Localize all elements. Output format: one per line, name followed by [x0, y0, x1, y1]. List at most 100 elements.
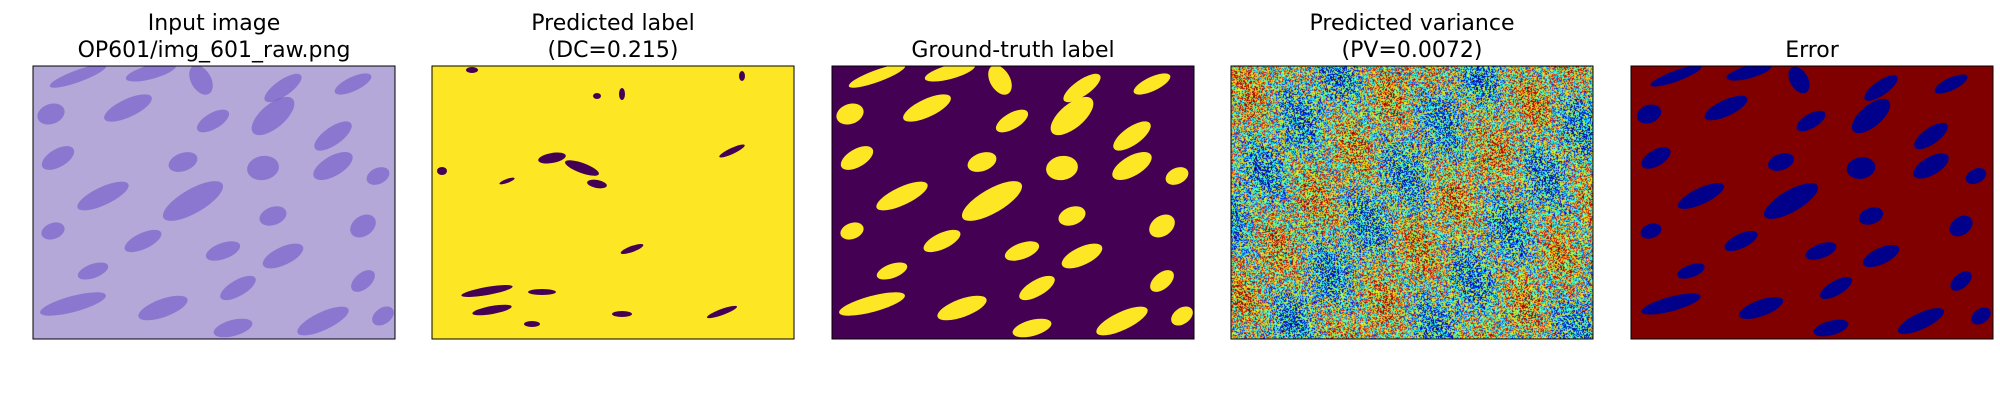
mask-region: [924, 66, 976, 82]
mask-region: [1864, 75, 1898, 101]
mask-region: [1820, 277, 1852, 299]
panel-predicted: Predicted label (DC=0.215): [431, 11, 795, 340]
input-image-frame: [32, 65, 396, 340]
mask-region: [1934, 74, 1968, 94]
mask-region: [461, 285, 513, 297]
ground-truth-frame: [831, 65, 1195, 340]
nucleus: [213, 318, 253, 338]
mask-region: [1019, 275, 1055, 301]
nucleus: [334, 73, 372, 95]
nucleus: [205, 241, 241, 261]
mask-region: [1971, 307, 1991, 325]
predicted-mask-background: [432, 66, 794, 339]
mask-region: [1641, 147, 1671, 169]
mask-region: [848, 66, 906, 88]
nucleus: [124, 229, 162, 253]
mask-region: [937, 295, 987, 321]
mask-region: [1113, 121, 1151, 151]
variance-map-container: [1231, 66, 1593, 339]
mask-region: [876, 262, 908, 280]
mask-region: [466, 67, 478, 73]
mask-region: [1650, 66, 1702, 87]
mask-region: [1050, 96, 1094, 136]
mask-region: [1677, 263, 1705, 279]
mask-region: [437, 167, 447, 175]
nucleus: [314, 121, 352, 151]
mask-region: [1096, 306, 1148, 336]
mask-region: [1149, 214, 1175, 238]
mask-region: [612, 311, 632, 317]
mask-region: [988, 66, 1012, 95]
nucleus: [351, 270, 375, 292]
mask-region: [1846, 157, 1876, 179]
mask-region: [995, 109, 1029, 133]
panel-title-line2: (DC=0.215): [548, 38, 679, 63]
mask-region: [538, 152, 566, 164]
mask-region: [593, 93, 601, 99]
variance-map-frame: [1230, 65, 1594, 340]
mask-region: [1112, 152, 1152, 180]
mask-region: [1165, 167, 1189, 185]
mask-region: [1640, 223, 1662, 239]
mask-region: [1726, 66, 1772, 81]
mask-region: [967, 152, 997, 172]
mask-region: [1763, 183, 1819, 219]
panel-error: Error: [1630, 38, 1994, 340]
mask-region: [1788, 66, 1810, 94]
mask-region: [1063, 73, 1101, 103]
mask-region: [903, 94, 951, 122]
nucleus: [251, 96, 295, 136]
mask-region: [1133, 73, 1171, 95]
mask-region: [1805, 242, 1837, 260]
mask-region: [1677, 183, 1725, 209]
predicted-mask-frame: [431, 65, 795, 340]
nucleus: [37, 103, 65, 125]
mask-region: [1636, 104, 1662, 124]
nucleus: [196, 109, 230, 133]
mask-region: [1851, 98, 1891, 134]
mask-region: [1949, 215, 1973, 237]
nucleus: [313, 152, 353, 180]
nucleus: [259, 206, 287, 226]
mask-region: [840, 146, 874, 170]
mask-region: [564, 160, 600, 176]
mask-region: [1913, 153, 1949, 179]
panel-ground-truth: Ground-truth label: [831, 38, 1195, 340]
mask-region: [1858, 207, 1884, 225]
mask-region: [472, 304, 512, 316]
error-mask-layer: [1636, 66, 1991, 337]
mask-region: [1061, 243, 1103, 269]
mask-region: [499, 177, 515, 185]
panel-title-line2: Ground-truth label: [911, 38, 1114, 63]
panel-title-line2: Error: [1785, 38, 1840, 63]
panel-title-line1: Predicted label: [531, 11, 694, 36]
predicted-mask-layer: [437, 67, 745, 327]
nucleus: [264, 73, 302, 103]
panel-input: Input image OP601/img_601_raw.png: [32, 11, 396, 340]
panel-title-line2: (PV=0.0072): [1342, 38, 1483, 63]
mask-region: [719, 144, 745, 158]
mask-region: [706, 305, 738, 319]
nucleus: [262, 243, 304, 269]
nucleus: [162, 181, 224, 221]
nucleus: [125, 66, 177, 82]
nucleus: [372, 306, 394, 326]
panel-title-line1: Input image: [148, 11, 280, 36]
mask-region: [1150, 270, 1174, 292]
mask-region: [1796, 110, 1826, 132]
input-nuclei-layer: [37, 66, 394, 338]
nucleus: [77, 262, 109, 280]
nucleus: [40, 292, 106, 316]
nucleus: [49, 66, 107, 88]
nucleus: [247, 155, 279, 181]
nucleus: [350, 214, 376, 238]
mask-region: [1171, 306, 1193, 326]
mask-region: [619, 88, 625, 100]
mask-region: [1965, 168, 1987, 184]
mask-region: [1914, 122, 1948, 150]
mask-region: [1704, 95, 1748, 121]
mask-region: [839, 292, 905, 316]
mask-region: [1813, 319, 1849, 337]
panel-title-line2: OP601/img_601_raw.png: [78, 38, 351, 63]
